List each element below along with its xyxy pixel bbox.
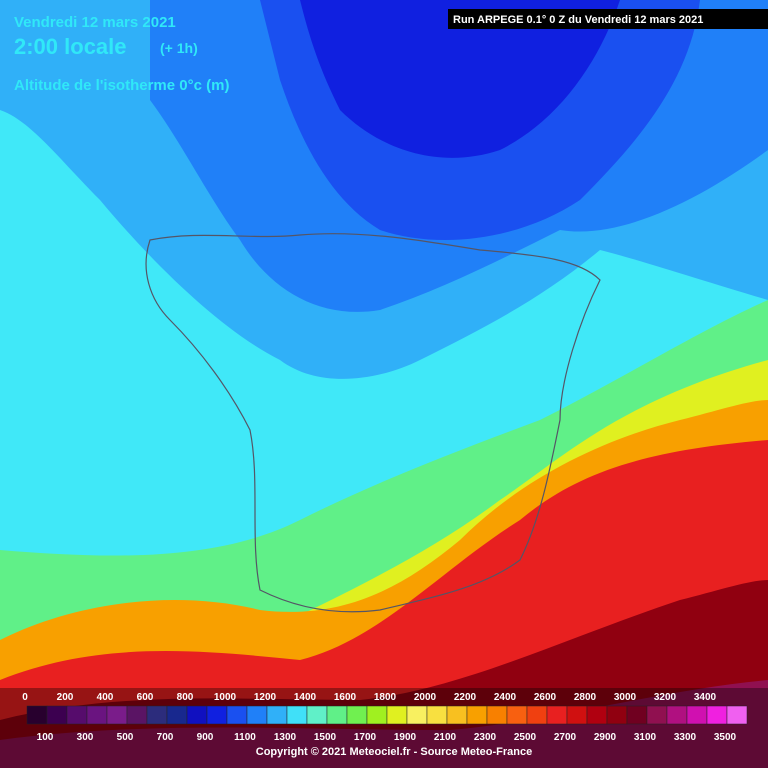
legend-label: 500 (117, 732, 134, 743)
legend-label: 2900 (594, 732, 617, 743)
legend-label: 1900 (394, 732, 417, 743)
legend-label: 2100 (434, 732, 457, 743)
legend-swatch (426, 705, 448, 725)
legend-label: 1200 (254, 692, 277, 703)
legend-swatch (706, 705, 728, 725)
copyright: Copyright © 2021 Meteociel.fr - Source M… (256, 746, 532, 758)
area-900 (300, 0, 620, 158)
legend-label: 2700 (554, 732, 577, 743)
legend-label: 1100 (234, 732, 256, 743)
legend-swatch (526, 705, 548, 725)
legend-label: 1800 (374, 692, 397, 703)
legend-label: 2500 (514, 732, 537, 743)
legend-swatch (606, 705, 628, 725)
legend-label: 3200 (654, 692, 677, 703)
legend-swatch (346, 705, 368, 725)
legend-swatch (546, 705, 568, 725)
legend-label: 2400 (494, 692, 517, 703)
legend-label: 2200 (454, 692, 477, 703)
legend-label: 300 (77, 732, 94, 743)
legend-label: 3300 (674, 732, 697, 743)
legend-swatch (586, 705, 608, 725)
date-label: Vendredi 12 mars 2021 (14, 14, 176, 31)
legend-swatch (366, 705, 388, 725)
legend-swatch (266, 705, 288, 725)
legend-label: 700 (157, 732, 174, 743)
legend-label: 2800 (574, 692, 597, 703)
legend-label: 600 (137, 692, 154, 703)
legend-label: 2600 (534, 692, 557, 703)
legend-swatch (726, 705, 748, 725)
legend-swatch (86, 705, 108, 725)
legend-swatch (506, 705, 528, 725)
legend-swatch (306, 705, 328, 725)
legend-label: 1300 (274, 732, 297, 743)
legend-label: 3100 (634, 732, 657, 743)
legend-swatch (626, 705, 648, 725)
field-label: Altitude de l'isotherme 0°c (m) (14, 77, 229, 94)
legend-swatch (406, 705, 428, 725)
legend-swatch (486, 705, 508, 725)
legend-label: 0 (22, 692, 28, 703)
legend-swatch (206, 705, 228, 725)
legend-label: 400 (97, 692, 114, 703)
legend-swatch (566, 705, 588, 725)
legend-label: 1500 (314, 732, 337, 743)
legend-label: 200 (57, 692, 74, 703)
legend-label: 1400 (294, 692, 317, 703)
legend-swatch (666, 705, 688, 725)
legend-swatch (446, 705, 468, 725)
legend-swatch (386, 705, 408, 725)
legend: 0 100 200 300 400 500 600 700 800 900 1000 1100 1200… (22, 692, 748, 743)
legend-swatch (226, 705, 248, 725)
legend-swatch (246, 705, 268, 725)
legend-label: 100 (37, 732, 54, 743)
time-label: 2:00 locale (14, 34, 127, 59)
area-3100 (0, 680, 768, 768)
legend-swatch (126, 705, 148, 725)
run-banner (448, 9, 768, 29)
legend-label: 1700 (354, 732, 377, 743)
legend-swatch (646, 705, 668, 725)
legend-label: 3400 (694, 692, 717, 703)
legend-swatch (166, 705, 188, 725)
legend-swatch (146, 705, 168, 725)
legend-swatch (26, 705, 48, 725)
legend-label: 3000 (614, 692, 637, 703)
offset-label: (+ 1h) (160, 40, 198, 56)
legend-label: 1000 (214, 692, 237, 703)
legend-label: 900 (197, 732, 214, 743)
legend-label: 2000 (414, 692, 437, 703)
legend-label: 3500 (714, 732, 737, 743)
run-label: Run ARPEGE 0.1° 0 Z du Vendredi 12 mars … (453, 14, 703, 26)
legend-swatch (286, 705, 308, 725)
legend-swatch (326, 705, 348, 725)
legend-swatch (66, 705, 88, 725)
legend-swatch (46, 705, 68, 725)
legend-background (0, 688, 768, 768)
legend-label: 800 (177, 692, 194, 703)
legend-swatch (686, 705, 708, 725)
legend-swatch (186, 705, 208, 725)
legend-label: 1600 (334, 692, 357, 703)
country-border (145, 233, 601, 613)
legend-swatch (466, 705, 488, 725)
legend-swatch (106, 705, 128, 725)
legend-label: 2300 (474, 732, 497, 743)
